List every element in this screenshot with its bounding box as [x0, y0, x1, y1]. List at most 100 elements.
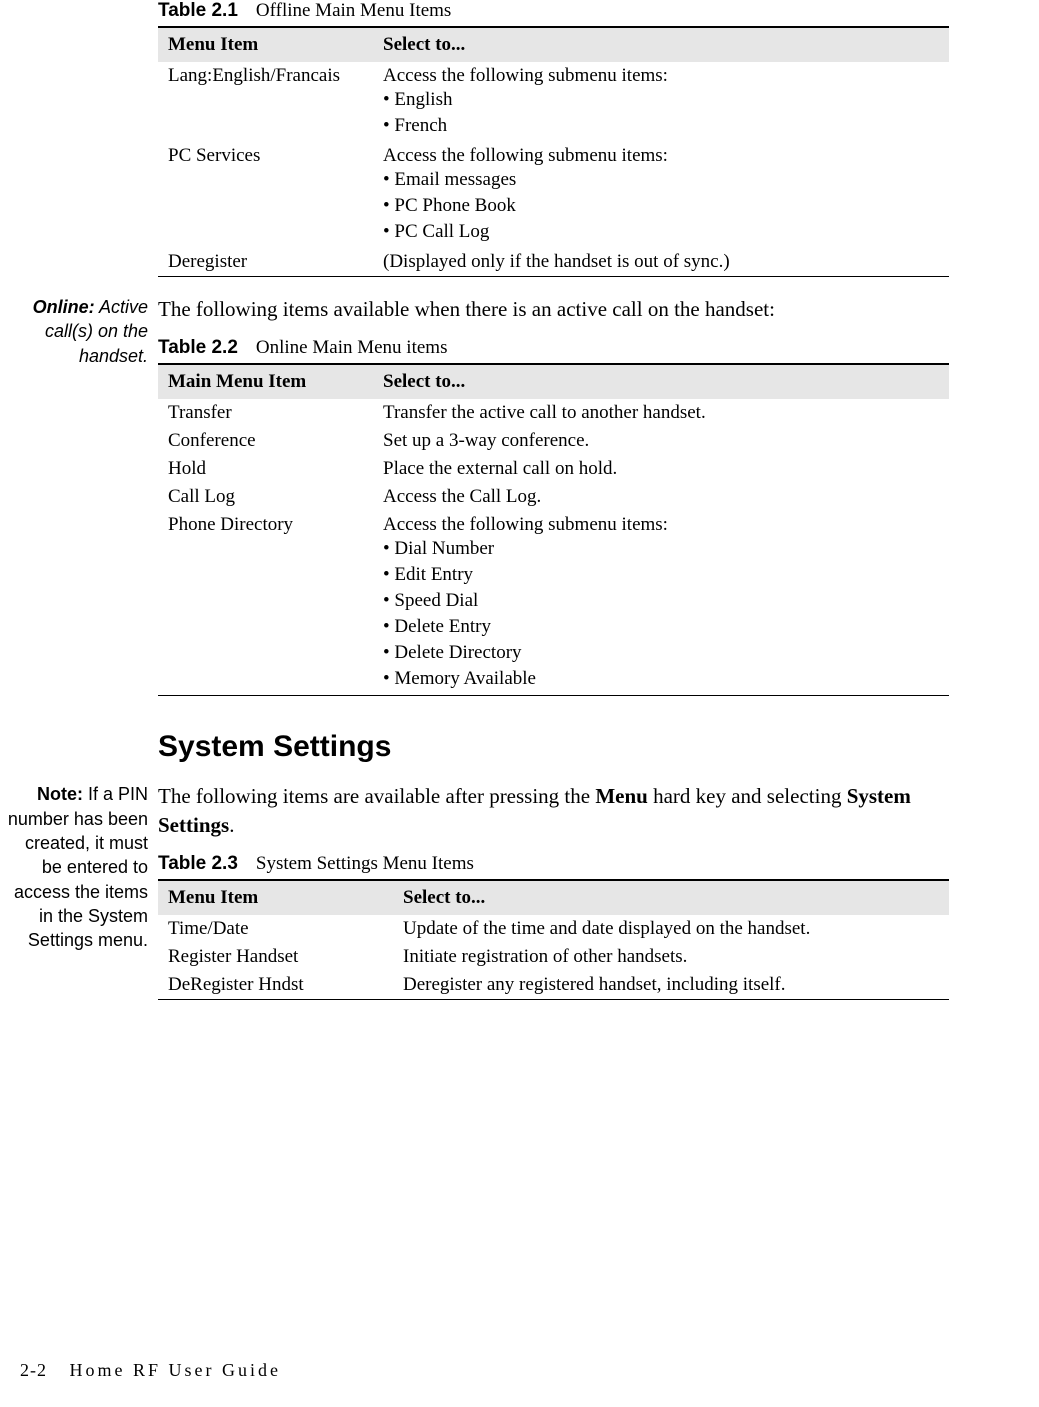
- table1-caption-title: Offline Main Menu Items: [256, 0, 451, 21]
- submenu-item: • PC Call Log: [383, 219, 939, 245]
- submenu-item: • English: [383, 87, 939, 113]
- menu-desc-cell: Place the external call on hold.: [373, 455, 949, 483]
- menu-desc-cell: (Displayed only if the handset is out of…: [373, 248, 949, 277]
- table-row: Lang:English/FrancaisAccess the followin…: [158, 62, 949, 142]
- footer-title: Home RF User Guide: [70, 1360, 281, 1380]
- table1-header-row: Menu Item Select to...: [158, 27, 949, 62]
- menu-desc-cell: Access the following submenu items:• Dia…: [373, 511, 949, 696]
- table-row: Conference Set up a 3-way conference.: [158, 427, 949, 455]
- submenu-item: • Edit Entry: [383, 562, 939, 588]
- table1-caption-num: Table 2.1: [158, 0, 238, 21]
- menu-item-cell: DeRegister Hndst: [158, 971, 393, 1000]
- section-heading-row: System Settings: [0, 696, 979, 782]
- intro2-mid: hard key and selecting: [648, 784, 847, 808]
- table3-header-row: Menu Item Select to...: [158, 880, 949, 915]
- main-col-table3: The following items are available after …: [158, 782, 979, 1000]
- menu-item-cell: Lang:English/Francais: [158, 62, 373, 142]
- menu-desc-cell: Transfer the active call to another hand…: [373, 399, 949, 427]
- menu-item-cell: Deregister: [158, 248, 373, 277]
- table-row: Register Handset Initiate registration of…: [158, 943, 949, 971]
- table-row: Deregister (Displayed only if the handset…: [158, 248, 949, 277]
- menu-item-cell: Conference: [158, 427, 373, 455]
- submenu-item: • Delete Directory: [383, 640, 939, 666]
- intro2-pre: The following items are available after …: [158, 784, 595, 808]
- main-col-table2: The following items available when there…: [158, 295, 979, 696]
- table3-caption: Table 2.3 System Settings Menu Items: [158, 853, 949, 875]
- menu-item-cell: Hold: [158, 455, 373, 483]
- table3-caption-title: System Settings Menu Items: [256, 853, 474, 874]
- table-row: Call Log Access the Call Log.: [158, 483, 949, 511]
- table-row: Hold Place the external call on hold.: [158, 455, 949, 483]
- table2-header-row: Main Menu Item Select to...: [158, 364, 949, 399]
- intro1: The following items available when there…: [158, 295, 949, 323]
- menu-item-cell: Time/Date: [158, 915, 393, 943]
- menu-desc-cell: Deregister any registered handset, inclu…: [393, 971, 949, 1000]
- menu-desc-text: Set up a 3-way conference.: [383, 430, 939, 452]
- table3-col2-header: Select to...: [393, 880, 949, 915]
- margin-note-rest: If a PIN number has been created, it mus…: [8, 784, 148, 950]
- submenu-item: • PC Phone Book: [383, 193, 939, 219]
- menu-desc-text: Access the Call Log.: [383, 486, 939, 508]
- table2: Main Menu Item Select to... TransferTran…: [158, 363, 949, 696]
- menu-desc-text: Update of the time and date displayed on…: [403, 918, 939, 940]
- intro2-post: .: [229, 813, 234, 837]
- submenu-list: • Dial Number• Edit Entry• Speed Dial• D…: [383, 536, 939, 692]
- margin-online: Online: Active call(s) on the handset.: [0, 295, 158, 368]
- menu-desc-text: (Displayed only if the handset is out of…: [383, 251, 939, 273]
- main-col-table1: Table 2.1 Offline Main Menu Items Menu It…: [158, 0, 979, 277]
- table-row: PC ServicesAccess the following submenu …: [158, 142, 949, 248]
- margin-online-lead: Online:: [33, 297, 95, 317]
- section-table-2-1: Table 2.1 Offline Main Menu Items Menu It…: [0, 0, 979, 277]
- table3: Menu Item Select to... Time/Date Update o…: [158, 879, 949, 1000]
- section-table-2-2: Online: Active call(s) on the handset. T…: [0, 295, 979, 696]
- table2-caption-title: Online Main Menu items: [256, 337, 448, 358]
- menu-item-cell: Phone Directory: [158, 511, 373, 696]
- submenu-item: • Email messages: [383, 167, 939, 193]
- submenu-item: • Memory Available: [383, 666, 939, 692]
- menu-desc-cell: Initiate registration of other handsets.: [393, 943, 949, 971]
- system-settings-heading: System Settings: [158, 730, 949, 764]
- page: Table 2.1 Offline Main Menu Items Menu It…: [0, 0, 1039, 1407]
- table2-col2-header: Select to...: [373, 364, 949, 399]
- menu-desc-text: Transfer the active call to another hand…: [383, 402, 939, 424]
- table3-caption-num: Table 2.3: [158, 853, 238, 874]
- footer-page-number: 2-2: [20, 1360, 47, 1380]
- submenu-item: • Speed Dial: [383, 588, 939, 614]
- menu-desc-cell: Access the following submenu items:• Ema…: [373, 142, 949, 248]
- menu-desc-text: Access the following submenu items:: [383, 65, 939, 87]
- menu-desc-text: Deregister any registered handset, inclu…: [403, 974, 939, 996]
- submenu-item: • Delete Entry: [383, 614, 939, 640]
- menu-item-cell: Call Log: [158, 483, 373, 511]
- menu-desc-cell: Update of the time and date displayed on…: [393, 915, 949, 943]
- table2-caption-num: Table 2.2: [158, 337, 238, 358]
- menu-desc-cell: Set up a 3-way conference.: [373, 427, 949, 455]
- table-row: DeRegister Hndst Deregister any registere…: [158, 971, 949, 1000]
- section-table-2-3: Note: If a PIN number has been created, …: [0, 782, 979, 1000]
- table1-caption: Table 2.1 Offline Main Menu Items: [158, 0, 949, 22]
- menu-desc-text: Initiate registration of other handsets.: [403, 946, 939, 968]
- table-row: Phone DirectoryAccess the following subm…: [158, 511, 949, 696]
- submenu-list: • Email messages• PC Phone Book• PC Call…: [383, 167, 939, 245]
- submenu-item: • Dial Number: [383, 536, 939, 562]
- table2-caption: Table 2.2 Online Main Menu items: [158, 337, 949, 359]
- table2-col1-header: Main Menu Item: [158, 364, 373, 399]
- page-footer: 2-2 Home RF User Guide: [20, 1360, 281, 1381]
- table1-body: Lang:English/FrancaisAccess the followin…: [158, 62, 949, 277]
- submenu-item: • French: [383, 113, 939, 139]
- table2-body: Transfer Transfer the active call to anot…: [158, 399, 949, 696]
- menu-desc-text: Access the following submenu items:: [383, 145, 939, 167]
- table1: Menu Item Select to... Lang:English/Fran…: [158, 26, 949, 277]
- table-row: Time/Date Update of the time and date dis…: [158, 915, 949, 943]
- table-row: Transfer Transfer the active call to anot…: [158, 399, 949, 427]
- intro2-b1: Menu: [595, 784, 648, 808]
- table3-body: Time/Date Update of the time and date dis…: [158, 915, 949, 1000]
- menu-item-cell: Transfer: [158, 399, 373, 427]
- menu-desc-cell: Access the Call Log.: [373, 483, 949, 511]
- table3-col1-header: Menu Item: [158, 880, 393, 915]
- menu-desc-text: Access the following submenu items:: [383, 514, 939, 536]
- table1-col2-header: Select to...: [373, 27, 949, 62]
- menu-desc-text: Place the external call on hold.: [383, 458, 939, 480]
- intro2: The following items are available after …: [158, 782, 949, 839]
- menu-desc-cell: Access the following submenu items:• Eng…: [373, 62, 949, 142]
- menu-item-cell: Register Handset: [158, 943, 393, 971]
